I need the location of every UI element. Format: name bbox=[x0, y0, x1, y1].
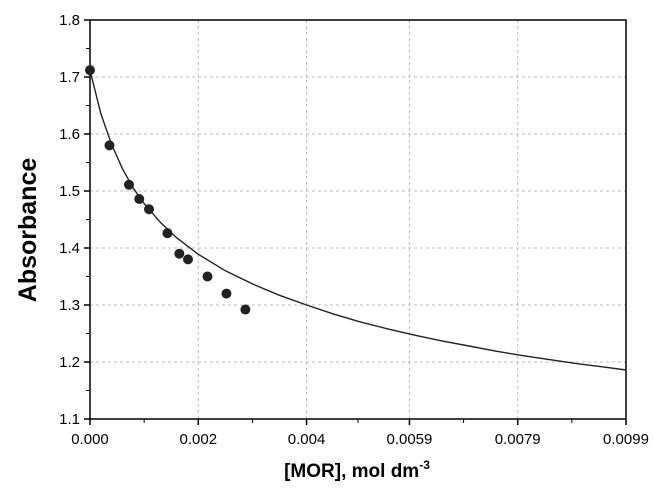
y-tick-label: 1.4 bbox=[59, 240, 80, 257]
fit-curve bbox=[89, 70, 627, 371]
y-axis-label: Absorbance bbox=[14, 158, 42, 303]
data-point bbox=[144, 204, 155, 215]
y-tick-label: 1.6 bbox=[59, 126, 80, 143]
data-point bbox=[162, 228, 173, 239]
y-tick-label: 1.2 bbox=[59, 354, 80, 371]
y-tick-label: 1.8 bbox=[59, 12, 80, 29]
data-point bbox=[104, 140, 115, 151]
y-tick-label: 1.1 bbox=[59, 411, 80, 428]
data-point bbox=[240, 304, 251, 315]
data-point bbox=[202, 271, 213, 282]
data-point bbox=[174, 248, 185, 259]
y-tick-label: 1.3 bbox=[59, 297, 80, 314]
x-tick-label: 0.004 bbox=[288, 431, 326, 448]
data-point bbox=[85, 65, 95, 76]
x-tick-label: 0.0099 bbox=[603, 431, 649, 448]
x-axis-ticks: 0.000 0.002 0.004 0.0059 0.0079 0.0099 bbox=[71, 419, 649, 448]
fit-curve-line bbox=[89, 70, 627, 371]
data-point bbox=[123, 179, 134, 190]
data-point bbox=[134, 193, 145, 204]
data-point bbox=[182, 254, 193, 265]
x-tick-label: 0.0079 bbox=[495, 431, 541, 448]
data-points bbox=[85, 65, 251, 315]
x-tick-label: 0.0059 bbox=[386, 431, 432, 448]
y-tick-label: 1.7 bbox=[59, 69, 80, 86]
x-axis-label: [MOR], mol dm-3 bbox=[284, 458, 430, 482]
y-tick-label: 1.5 bbox=[59, 183, 80, 200]
x-tick-label: 0.002 bbox=[180, 431, 218, 448]
data-point bbox=[221, 288, 232, 299]
grid-lines bbox=[90, 20, 626, 419]
y-axis-ticks: 1.1 1.2 1.3 1.4 1.5 1.6 1.7 1.8 bbox=[59, 12, 90, 428]
x-tick-label: 0.000 bbox=[71, 431, 109, 448]
